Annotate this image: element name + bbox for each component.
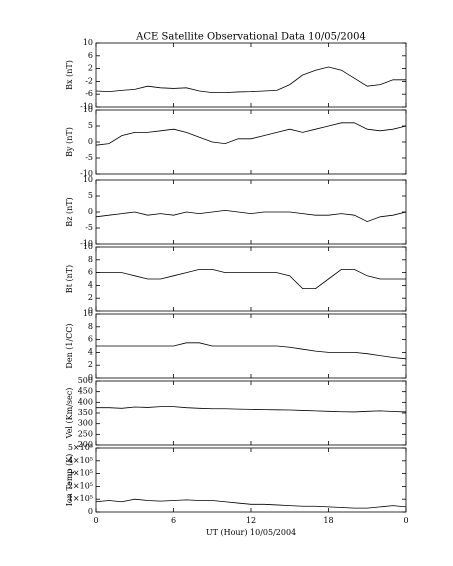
y-tick-label: 250 — [78, 429, 93, 438]
y-tick-label: 300 — [78, 419, 93, 428]
y-axis-label: Vel (Km/sec) — [65, 388, 74, 440]
y-tick-label: 0 — [88, 507, 93, 516]
x-tick-label: 0 — [93, 516, 98, 525]
y-tick-label: 4 — [88, 347, 93, 356]
y-tick-label: -5 — [85, 223, 93, 232]
y-tick-label: 2×10⁵ — [68, 481, 93, 490]
y-tick-label: 0 — [88, 373, 93, 382]
y-tick-label: 500 — [78, 376, 93, 385]
y-tick-label: 200 — [78, 440, 93, 449]
y-tick-label: 10 — [83, 105, 93, 114]
x-tick-label: 18 — [323, 516, 333, 525]
y-tick-label: 3×10⁵ — [68, 469, 93, 478]
x-axis-label: UT (Hour) 10/05/2004 — [206, 528, 296, 537]
y-tick-label: 10 — [83, 242, 93, 251]
y-axis-label: Bx (nT) — [65, 60, 74, 90]
panel-frame — [95, 246, 407, 312]
y-tick-label: 0 — [88, 306, 93, 315]
y-axis-label: Bz (nT) — [65, 197, 74, 226]
x-tick-label: 6 — [171, 516, 176, 525]
data-line — [95, 209, 407, 223]
y-tick-label: 0 — [88, 207, 93, 216]
y-tick-label: 400 — [78, 397, 93, 406]
data-line — [96, 406, 407, 413]
y-tick-label: -10 — [80, 239, 93, 248]
y-tick-label: 4×10⁵ — [68, 456, 93, 465]
panel-frame — [95, 179, 407, 245]
y-tick-label: 0 — [88, 137, 93, 146]
chart-title: ACE Satellite Observational Data 10/05/2… — [135, 32, 366, 43]
panel-frame — [95, 42, 407, 108]
y-tick-label: -6 — [85, 89, 93, 98]
y-tick-label: 5 — [88, 191, 93, 200]
y-tick-label: 1×10⁵ — [68, 494, 93, 503]
panel-frame — [95, 109, 407, 175]
y-tick-label: -5 — [85, 153, 93, 162]
y-tick-label: 8 — [88, 322, 93, 331]
y-tick-label: 8 — [88, 255, 93, 264]
y-axis-label: Ion Temp (K) — [65, 454, 74, 507]
y-tick-label: 2 — [88, 293, 93, 302]
y-tick-label: 5 — [88, 121, 93, 130]
y-tick-label: -2 — [85, 76, 93, 85]
panel-frame — [95, 380, 407, 446]
y-axis-label: Den (1/CC) — [65, 323, 74, 368]
data-line — [96, 269, 406, 289]
y-axis-label: By (nT) — [65, 127, 74, 157]
y-tick-label: 6 — [88, 268, 93, 277]
y-tick-label: 10 — [83, 38, 93, 47]
y-tick-label: -10 — [80, 169, 93, 178]
data-line — [95, 498, 407, 509]
y-tick-label: 350 — [78, 408, 93, 417]
y-tick-label: 2 — [88, 64, 93, 73]
panel-frame — [95, 447, 407, 513]
y-tick-label: 10 — [83, 309, 93, 318]
y-tick-label: 6 — [88, 335, 93, 344]
x-tick-label: 0 — [403, 516, 408, 525]
y-tick-label: 6 — [88, 51, 93, 60]
y-tick-label: 5×10⁵ — [68, 443, 93, 452]
data-line — [95, 122, 407, 146]
y-tick-label: -10 — [80, 102, 93, 111]
y-axis-label: Bt (nT) — [65, 265, 74, 293]
y-tick-label: 10 — [83, 175, 93, 184]
data-line — [96, 342, 407, 360]
x-tick-label: 12 — [246, 516, 256, 525]
y-tick-label: 2 — [88, 360, 93, 369]
data-line — [95, 66, 406, 93]
y-tick-label: 450 — [78, 387, 93, 396]
y-tick-label: 4 — [88, 280, 93, 289]
